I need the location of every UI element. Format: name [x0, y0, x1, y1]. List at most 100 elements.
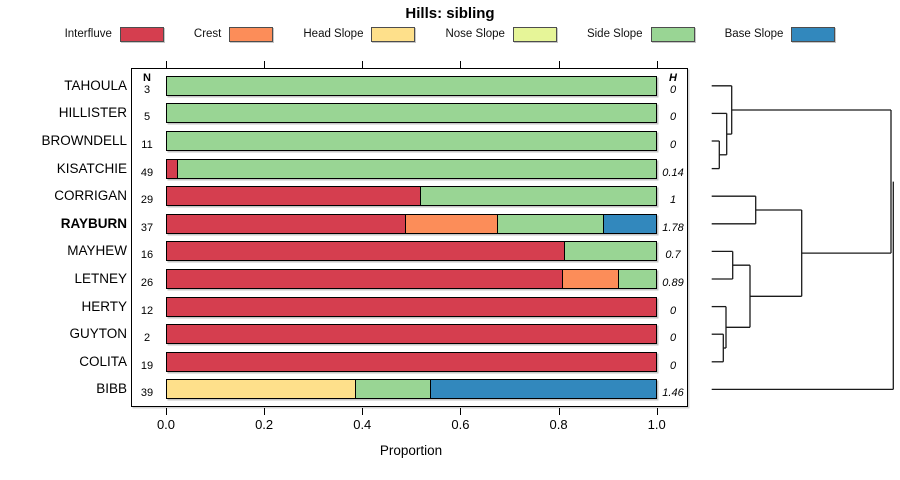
- y-axis-label-herty: HERTY: [81, 298, 127, 314]
- x-tick-label: 0.2: [255, 417, 274, 432]
- stacked-bar-letney: [166, 269, 657, 289]
- bar-segment-interfluve: [167, 325, 656, 344]
- bar-segment-base_slope: [602, 214, 656, 233]
- y-axis-label-browndell: BROWNDELL: [41, 133, 127, 148]
- h-value: 0.89: [662, 277, 684, 289]
- legend-label: Nose Slope: [445, 28, 505, 40]
- x-tick-bottom: [166, 407, 167, 415]
- x-tick-top: [166, 61, 167, 68]
- bar-segment-head_slope: [167, 380, 356, 399]
- stacked-bar-corrigan: [166, 186, 657, 207]
- bar-segment-interfluve: [167, 159, 177, 178]
- bar-segment-interfluve: [167, 352, 656, 371]
- stacked-bar-colita: [166, 351, 657, 372]
- bar-segment-side_slope: [618, 270, 656, 288]
- n-value: 11: [141, 139, 153, 151]
- bar-segment-side_slope: [355, 380, 431, 399]
- h-value: 0: [669, 111, 677, 124]
- n-value: 29: [140, 194, 154, 207]
- n-column-header: N: [143, 72, 151, 84]
- stacked-bar-browndell: [166, 131, 657, 151]
- h-value: 0.14: [662, 166, 684, 179]
- bar-segment-side_slope: [419, 187, 656, 206]
- bar-segment-base_slope: [430, 380, 656, 399]
- x-tick-top: [558, 61, 560, 68]
- legend-item-crest: Crest: [193, 26, 274, 42]
- legend-label: Head Slope: [303, 28, 364, 40]
- y-axis-label-guyton: GUYTON: [69, 326, 127, 342]
- chart-title: Hills: sibling: [405, 5, 495, 22]
- bar-segment-side_slope: [497, 214, 603, 233]
- bar-segment-interfluve: [167, 297, 656, 316]
- n-value: 37: [140, 221, 154, 234]
- legend-swatch-icon: [229, 26, 274, 42]
- n-value: 39: [140, 387, 154, 400]
- legend-swatch-icon: [371, 26, 416, 42]
- bar-segment-crest: [404, 214, 498, 233]
- x-tick-bottom: [362, 407, 364, 415]
- legend-label: Crest: [193, 28, 222, 40]
- n-value: 5: [143, 111, 151, 124]
- h-value: 0: [669, 83, 677, 96]
- bar-segment-interfluve: [167, 270, 562, 288]
- x-tick-top: [460, 61, 462, 68]
- h-value: 0: [669, 359, 677, 372]
- stacked-bar-bibb: [166, 379, 657, 400]
- n-value: 2: [143, 332, 151, 345]
- x-tick-top: [264, 61, 266, 68]
- bar-segment-side_slope: [563, 242, 656, 261]
- y-axis-label-colita: COLITA: [79, 353, 127, 369]
- stacked-bar-rayburn: [166, 213, 657, 234]
- plot-panel: [131, 68, 688, 407]
- y-axis-label-corrigan: CORRIGAN: [54, 188, 127, 204]
- stacked-bar-guyton: [166, 324, 657, 345]
- legend: Interfluve Crest Head Slope Nose Slope Side …: [0, 25, 900, 43]
- x-axis-title: Proportion: [379, 443, 443, 458]
- h-value: 0: [669, 332, 677, 345]
- legend-label: Base Slope: [724, 28, 784, 40]
- y-axis-label-mayhew: MAYHEW: [67, 243, 127, 259]
- legend-label: Interfluve: [64, 28, 112, 40]
- stacked-bar-mayhew: [166, 241, 657, 262]
- legend-swatch-icon: [650, 26, 695, 42]
- n-value: 49: [140, 166, 154, 179]
- stacked-bar-kisatchie: [166, 158, 657, 179]
- bar-segment-interfluve: [167, 214, 405, 233]
- bar-segment-interfluve: [167, 242, 564, 261]
- bar-segment-side_slope: [167, 76, 656, 95]
- x-tick-bottom: [264, 407, 266, 415]
- x-tick-bottom: [460, 407, 462, 415]
- legend-item-base_slope: Base Slope: [724, 26, 836, 42]
- legend-swatch-icon: [791, 26, 836, 42]
- x-tick-bottom: [656, 407, 658, 415]
- legend-item-side_slope: Side Slope: [586, 26, 695, 42]
- n-value: 26: [140, 277, 154, 289]
- stacked-bar-herty: [166, 296, 657, 317]
- h-column-header: H: [669, 72, 677, 84]
- legend-item-head_slope: Head Slope: [303, 26, 416, 42]
- bar-segment-side_slope: [167, 132, 656, 150]
- x-tick-label: 1.0: [647, 417, 666, 432]
- legend-swatch-icon: [512, 26, 557, 42]
- n-value: 3: [143, 83, 151, 96]
- stacked-bar-hillister: [166, 103, 657, 124]
- legend-swatch-icon: [119, 26, 164, 42]
- legend-label: Side Slope: [586, 28, 643, 40]
- y-axis-label-rayburn: RAYBURN: [60, 215, 127, 231]
- x-tick-top: [362, 61, 364, 68]
- bar-segment-interfluve: [167, 187, 420, 206]
- legend-item-interfluve: Interfluve: [64, 26, 164, 42]
- h-value: 1: [669, 194, 677, 207]
- x-tick-label: 0.6: [451, 417, 470, 432]
- h-value: 0: [669, 304, 677, 317]
- y-axis-label-tahoula: TAHOULA: [64, 77, 127, 93]
- h-value: 0: [669, 139, 677, 151]
- y-axis-label-hillister: HILLISTER: [58, 105, 127, 121]
- h-value: 0.7: [665, 249, 681, 262]
- n-value: 12: [140, 304, 154, 317]
- n-value: 19: [140, 359, 154, 372]
- h-value: 1.46: [662, 387, 684, 400]
- x-tick-label: 0.0: [156, 417, 176, 432]
